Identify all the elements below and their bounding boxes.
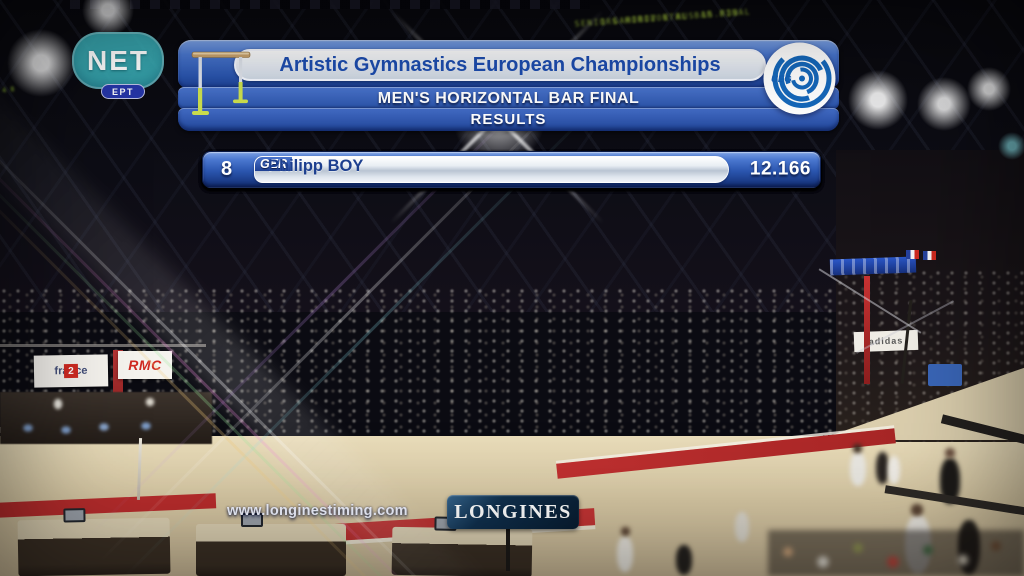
header-band-subtitle xyxy=(178,87,839,109)
ueg-logo-text: UEG xyxy=(771,74,792,85)
led-screen-edge xyxy=(70,0,590,9)
header-band-results xyxy=(178,108,839,131)
person-head xyxy=(853,444,862,453)
person-head xyxy=(621,527,630,536)
score-value: 12.166 xyxy=(749,158,811,180)
judges-tables xyxy=(0,392,212,444)
result-row: 8 GER Philipp BOY 12.166 xyxy=(202,151,821,188)
monitor xyxy=(62,508,86,523)
person xyxy=(940,458,960,504)
event-subtitle: MEN'S HORIZONTAL BAR FINAL xyxy=(377,90,640,107)
banner-rmc: RMC xyxy=(118,351,172,379)
judge-table xyxy=(17,508,171,576)
hanging-red-banner xyxy=(113,350,123,420)
championship-title: Artistic Gymnastics European Championshi… xyxy=(234,49,766,81)
scoreboard-line: 1 GARIBOV E RUS 15.833 xyxy=(600,8,740,27)
horizontal-bar-apparatus-icon xyxy=(191,51,251,115)
rank-number: 8 xyxy=(220,157,233,180)
ert-badge: EPT xyxy=(101,84,145,99)
french-flag-small xyxy=(923,251,936,260)
results-label: RESULTS xyxy=(470,111,547,128)
stand-railing xyxy=(0,344,206,347)
timing-url: www.longinestiming.com xyxy=(227,503,408,519)
judges-figures xyxy=(0,392,212,444)
banner-france2: france 2 xyxy=(33,354,109,388)
monitor xyxy=(241,513,263,527)
led-banner xyxy=(829,256,917,276)
person-head xyxy=(945,448,955,458)
person xyxy=(888,456,900,484)
net-logo-text: NET xyxy=(87,44,149,76)
high-bar-frame-pole xyxy=(864,276,870,384)
camera-pole xyxy=(506,529,510,571)
net-logo: NET xyxy=(72,32,164,89)
results-header-panel: Artistic Gymnastics European Championshi… xyxy=(178,40,839,131)
banner-france2-number: 2 xyxy=(63,363,79,379)
french-flag-small xyxy=(906,250,919,259)
person xyxy=(850,452,866,486)
person xyxy=(735,512,749,542)
judge-table xyxy=(196,513,346,576)
equipment-box xyxy=(928,364,962,386)
person xyxy=(876,452,889,484)
person-head xyxy=(911,504,923,516)
ueg-logo: UEG xyxy=(763,42,836,115)
athlete-pill: GER Philipp BOY xyxy=(254,156,729,183)
person xyxy=(676,545,692,575)
country-code: GER xyxy=(255,157,292,171)
longines-logo: LONGINES xyxy=(447,495,579,529)
person xyxy=(617,536,633,572)
athlete-name: Philipp BOY xyxy=(268,157,364,175)
foreground-crowd xyxy=(768,530,1024,576)
